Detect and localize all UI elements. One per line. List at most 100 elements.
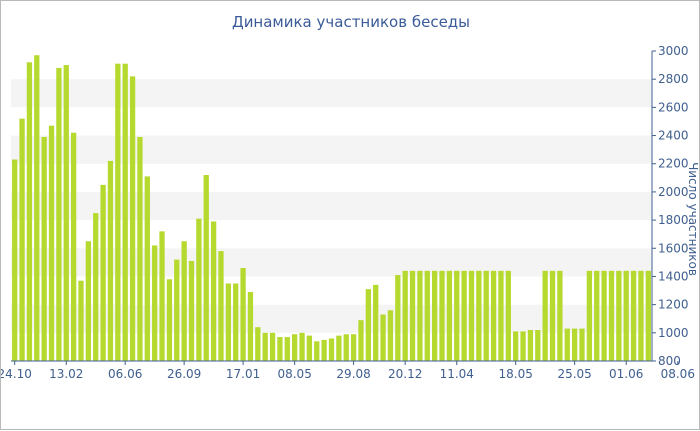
x-tick-label: 29.08 [336,367,370,381]
bar [19,118,25,361]
bar [461,270,467,361]
bar [373,284,379,361]
bar [490,270,497,361]
bar [623,270,629,361]
x-tick-label: 17.01 [226,367,260,381]
y-tick-label: 2600 [658,100,689,114]
bar [608,270,615,361]
bar [12,159,18,361]
bars [12,55,651,362]
bar [409,270,416,361]
grid-bands [11,51,652,361]
y-tick-labels: 800 1000 1200 1400 1600 1800 2000 2200 2400 2600 2… [652,44,689,368]
bar [439,270,445,361]
bar [63,65,69,361]
bar [520,331,526,361]
bar [343,334,349,361]
bar [432,270,438,361]
y-tick-label: 1400 [658,269,689,283]
y-tick-label: 2000 [658,185,689,199]
x-tick-label: 08.06 [661,367,695,381]
bar [166,279,173,361]
bar [247,291,254,361]
y-tick-label: 800 [658,354,681,368]
bar [299,332,305,361]
bar [100,184,106,361]
bar [129,76,136,362]
bar [336,335,342,361]
bar [26,62,33,362]
bar [417,270,423,361]
bar [387,310,394,361]
grid-band [11,135,652,164]
bar [549,270,556,361]
bar [137,136,143,361]
bar [181,241,187,361]
bar [616,270,622,361]
x-tick-label: 26.09 [167,367,201,381]
grid-band [11,248,652,277]
bar [174,259,180,361]
bar [196,218,202,361]
bar [321,339,327,361]
bar [122,63,128,362]
bar [328,338,335,361]
bar [144,176,150,361]
bar [571,328,578,361]
grid-band [11,107,652,136]
x-tick-labels: 24.10 13.02 06.06 26.09 17.01 08.05 29.08 20.12… [1,361,695,381]
bar [78,280,84,361]
bar [380,314,386,361]
bar [115,63,121,362]
bar [34,55,40,361]
bar [454,270,460,361]
bar [152,245,158,361]
bar [358,320,364,361]
x-tick-label: 11.04 [440,367,474,381]
bar [513,331,519,361]
bar [48,125,55,362]
bar [56,67,62,361]
x-tick-label: 20.12 [388,367,422,381]
x-tick-label: 25.05 [557,367,591,381]
y-axis-label: Число участников [686,162,700,276]
bar [240,268,246,361]
y-tick-label: 1000 [658,326,689,340]
y-tick-label: 2200 [658,157,689,171]
y-tick-label: 1600 [658,241,689,255]
bar [645,270,651,361]
bar [564,328,570,361]
x-tick-label: 01.06 [609,367,643,381]
grid-band [11,79,652,108]
bar [594,270,600,361]
bar [468,270,475,361]
bar [306,335,313,361]
bar [424,270,430,361]
bar [218,251,224,361]
chart-title: Динамика участников беседы [231,13,471,31]
bar [483,270,489,361]
bar [579,328,585,361]
x-tick-label: 06.06 [108,367,142,381]
y-tick-label: 1200 [658,298,689,312]
x-tick-label: 13.02 [49,367,83,381]
bar [203,175,209,361]
bar [314,341,320,361]
bar [630,270,637,361]
bar [365,289,371,361]
bar [188,260,195,361]
bar [85,241,92,361]
bar [542,270,548,361]
bar [586,270,593,361]
bar [277,337,283,361]
grid-band [11,304,652,333]
axes [11,51,653,362]
bar [107,160,114,361]
bar [601,270,607,361]
bar [284,337,290,361]
bar [210,221,217,361]
bar [292,334,298,361]
bar [350,334,357,361]
bar [498,270,504,361]
